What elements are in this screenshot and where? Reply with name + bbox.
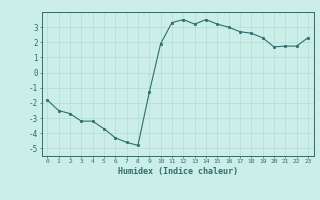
X-axis label: Humidex (Indice chaleur): Humidex (Indice chaleur) — [118, 167, 237, 176]
